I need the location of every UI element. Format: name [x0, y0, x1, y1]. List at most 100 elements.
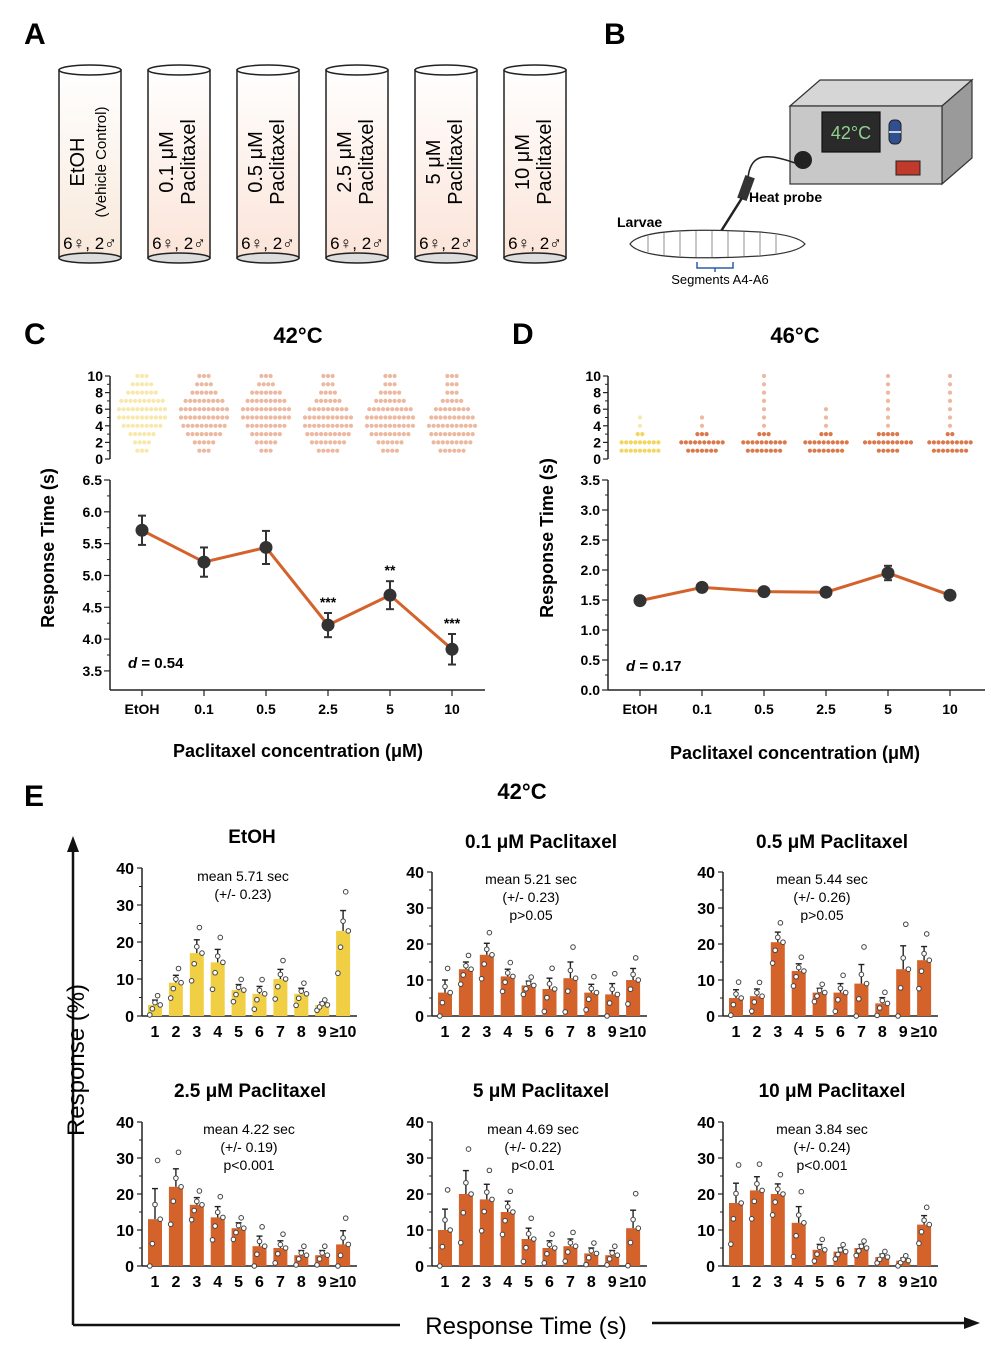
response-dot	[314, 432, 319, 437]
response-dot	[151, 432, 156, 437]
tube-rim	[414, 64, 478, 76]
response-dot	[755, 440, 760, 445]
response-dot	[397, 423, 402, 428]
response-dot	[263, 423, 269, 428]
response-dot	[773, 440, 778, 445]
replicate-point	[275, 983, 281, 990]
response-dot	[261, 382, 266, 387]
response-dot	[121, 407, 126, 412]
response-dot	[371, 407, 376, 412]
tube-fly-count: 6♀, 2♂	[419, 234, 473, 253]
response-dot	[245, 415, 250, 420]
response-dot	[390, 440, 395, 445]
response-dot	[633, 440, 638, 445]
mean-point	[135, 523, 149, 537]
histogram-annotation: (+/- 0.23)	[214, 886, 271, 902]
tube-rim	[147, 64, 211, 76]
replicate-point	[798, 954, 805, 960]
response-dot	[263, 432, 269, 437]
response-dot	[947, 382, 953, 387]
histogram-x-tick: 3	[773, 1274, 782, 1291]
replicate-point	[147, 1263, 153, 1269]
response-dot	[383, 415, 388, 420]
response-dot	[126, 390, 131, 395]
response-dot	[397, 415, 402, 420]
response-dot	[637, 448, 643, 453]
response-dot	[206, 448, 211, 453]
heat-probe-label: Heat probe	[749, 189, 822, 205]
replicate-point	[790, 983, 797, 989]
histogram-x-tick: 8	[587, 1274, 596, 1291]
replicate-point	[457, 1239, 464, 1246]
response-dot	[378, 398, 383, 403]
response-dot	[314, 398, 319, 403]
response-dot	[438, 448, 443, 453]
response-dot	[807, 440, 813, 445]
response-dot	[443, 448, 448, 453]
tube-base	[236, 252, 300, 264]
response-dot	[144, 415, 149, 420]
response-dot	[761, 407, 767, 412]
replicate-point	[903, 921, 909, 928]
replicate-point	[188, 1216, 195, 1223]
response-dot	[149, 407, 154, 412]
response-dot	[273, 440, 278, 445]
tube-label-line1: 5 μM	[423, 140, 445, 185]
dot-strip-group	[178, 373, 230, 453]
replicate-point	[738, 995, 745, 1001]
response-dot	[178, 407, 184, 412]
replicate-point	[261, 991, 268, 997]
response-dot	[950, 432, 955, 437]
replicate-point	[816, 987, 823, 994]
response-dot	[443, 407, 448, 412]
x-tick-label: 0.1	[194, 701, 214, 717]
histogram-bar	[626, 980, 641, 1016]
mean-point	[757, 585, 771, 599]
dot-strip-group	[426, 373, 478, 453]
response-dot	[321, 415, 326, 420]
replicate-point	[525, 980, 532, 987]
histogram-annotation: mean 5.71 sec	[197, 868, 289, 884]
significance-marker: ***	[444, 615, 461, 631]
response-dot	[378, 415, 383, 420]
replicate-point	[175, 1149, 182, 1156]
tube-label-line1: 10 μM	[512, 134, 534, 190]
histogram-bar	[438, 992, 452, 1016]
histogram-x-tick: 8	[878, 1024, 887, 1041]
histogram-x-tick: 7	[857, 1024, 866, 1041]
response-dot	[211, 398, 216, 403]
response-dot	[456, 407, 461, 412]
response-dot	[445, 398, 450, 403]
response-dot	[316, 423, 321, 428]
dot-strip-group	[862, 373, 914, 453]
response-dot	[454, 373, 459, 379]
response-dot	[135, 390, 140, 395]
response-dot	[468, 423, 473, 428]
replicate-point	[293, 1262, 299, 1268]
tube-base	[503, 252, 567, 264]
response-dot	[245, 407, 250, 412]
histogram-x-tick: ≥10	[330, 1274, 357, 1291]
response-dot	[683, 440, 689, 445]
replicate-point	[301, 980, 307, 986]
replicate-point	[604, 1262, 610, 1268]
replicate-point	[230, 998, 237, 1005]
replicate-point	[465, 952, 472, 959]
replicate-point	[149, 1005, 156, 1012]
dot-strip-group	[364, 373, 416, 453]
replicate-point	[863, 980, 870, 987]
replicate-point	[905, 966, 912, 973]
mean-point	[383, 588, 397, 602]
tube-label-line2: Paclitaxel	[178, 119, 200, 205]
histogram-4: 5 μM Paclitaxel mean 4.69 sec (+/- 0.22) p<…	[406, 1081, 647, 1291]
response-dot	[146, 398, 151, 403]
response-dot	[459, 440, 464, 445]
panel-letter-c: C	[24, 318, 46, 351]
replicate-point	[196, 924, 203, 931]
histogram-x-tick: 5	[524, 1024, 533, 1041]
response-dot	[438, 407, 443, 412]
replicate-point	[460, 1209, 467, 1216]
response-dot	[316, 448, 321, 453]
replicate-point	[627, 986, 634, 993]
response-dot	[208, 432, 213, 437]
